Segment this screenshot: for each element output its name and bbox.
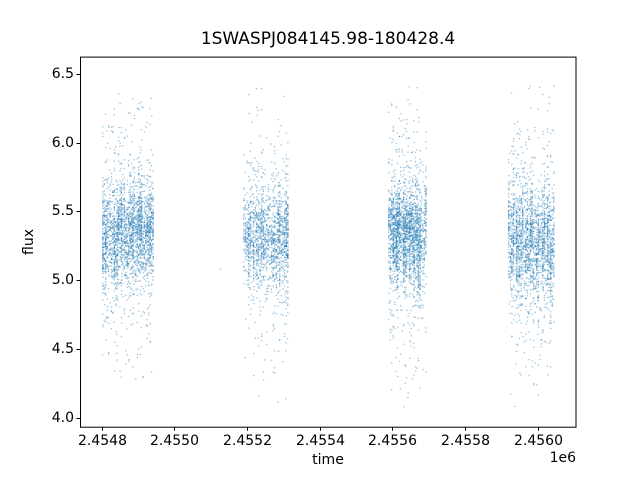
y-tick-label: 4.5 [51,340,74,357]
chart-title: 1SWASPJ084145.98-180428.4 [200,29,456,49]
y-tick-label: 6.0 [51,134,74,151]
y-tick-label: 5.0 [51,271,74,288]
x-tick-label: 2.4548 [78,433,127,449]
y-tick-label: 6.5 [51,65,74,82]
y-axis-label: flux [21,229,37,255]
y-tick-label: 5.5 [51,202,74,219]
x-axis-label: time [312,452,344,468]
x-tick-label: 2.4558 [441,433,490,449]
x-tick-label: 2.4554 [296,433,345,449]
x-tick-label: 2.4560 [514,433,563,449]
x-axis-offset-label: 1e6 [549,450,576,466]
x-tick-label: 2.4556 [368,433,417,449]
x-tick-label: 2.4552 [223,433,272,449]
y-tick-label: 4.0 [51,409,74,426]
x-tick-label: 2.4550 [150,433,199,449]
